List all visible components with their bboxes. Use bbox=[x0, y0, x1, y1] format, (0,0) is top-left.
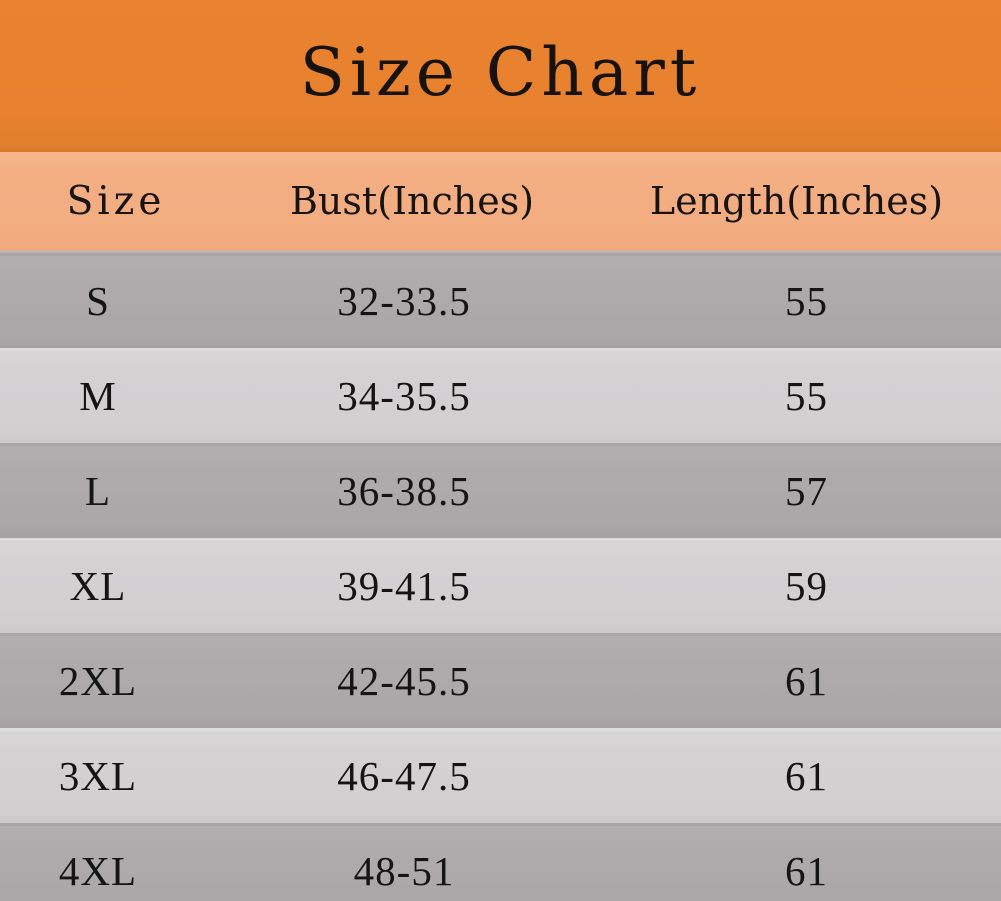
cell-size: 4XL bbox=[58, 847, 138, 894]
cell-bust: 32-33.5 bbox=[337, 277, 471, 324]
column-header-length: Length(Inches) bbox=[649, 179, 944, 223]
table-body: S 32-33.5 55 M 34-35.5 55 L 36-38.5 57 X… bbox=[0, 253, 1001, 901]
table-row: S 32-33.5 55 bbox=[0, 253, 1001, 348]
table-row: XL 39-41.5 59 bbox=[0, 538, 1001, 633]
cell-bust: 42-45.5 bbox=[337, 657, 471, 704]
table-row: L 36-38.5 57 bbox=[0, 443, 1001, 538]
cell-bust: 36-38.5 bbox=[337, 467, 471, 514]
page-title: Size Chart bbox=[299, 34, 702, 111]
cell-length: 61 bbox=[785, 657, 828, 704]
table-row: 3XL 46-47.5 61 bbox=[0, 728, 1001, 823]
title-banner: Size Chart bbox=[0, 0, 1001, 152]
table-row: 4XL 48-51 61 bbox=[0, 823, 1001, 901]
cell-size: 3XL bbox=[58, 752, 138, 799]
cell-length: 57 bbox=[785, 467, 828, 514]
cell-size: M bbox=[79, 372, 117, 419]
table-header-row: Size Bust(Inches) Length(Inches) bbox=[0, 152, 1001, 250]
cell-size: S bbox=[86, 277, 110, 324]
cell-length: 55 bbox=[785, 372, 828, 419]
table-row: M 34-35.5 55 bbox=[0, 348, 1001, 443]
cell-size: L bbox=[84, 467, 112, 514]
cell-length: 59 bbox=[785, 562, 828, 609]
cell-length: 55 bbox=[785, 277, 828, 324]
cell-size: XL bbox=[69, 562, 127, 609]
cell-length: 61 bbox=[785, 847, 828, 894]
cell-bust: 46-47.5 bbox=[337, 752, 471, 799]
table-row: 2XL 42-45.5 61 bbox=[0, 633, 1001, 728]
cell-length: 61 bbox=[785, 752, 828, 799]
cell-bust: 48-51 bbox=[353, 847, 455, 894]
column-header-bust: Bust(Inches) bbox=[289, 179, 535, 223]
column-header-size: Size bbox=[66, 178, 166, 224]
cell-size: 2XL bbox=[58, 657, 138, 704]
cell-bust: 34-35.5 bbox=[337, 372, 471, 419]
cell-bust: 39-41.5 bbox=[337, 562, 471, 609]
